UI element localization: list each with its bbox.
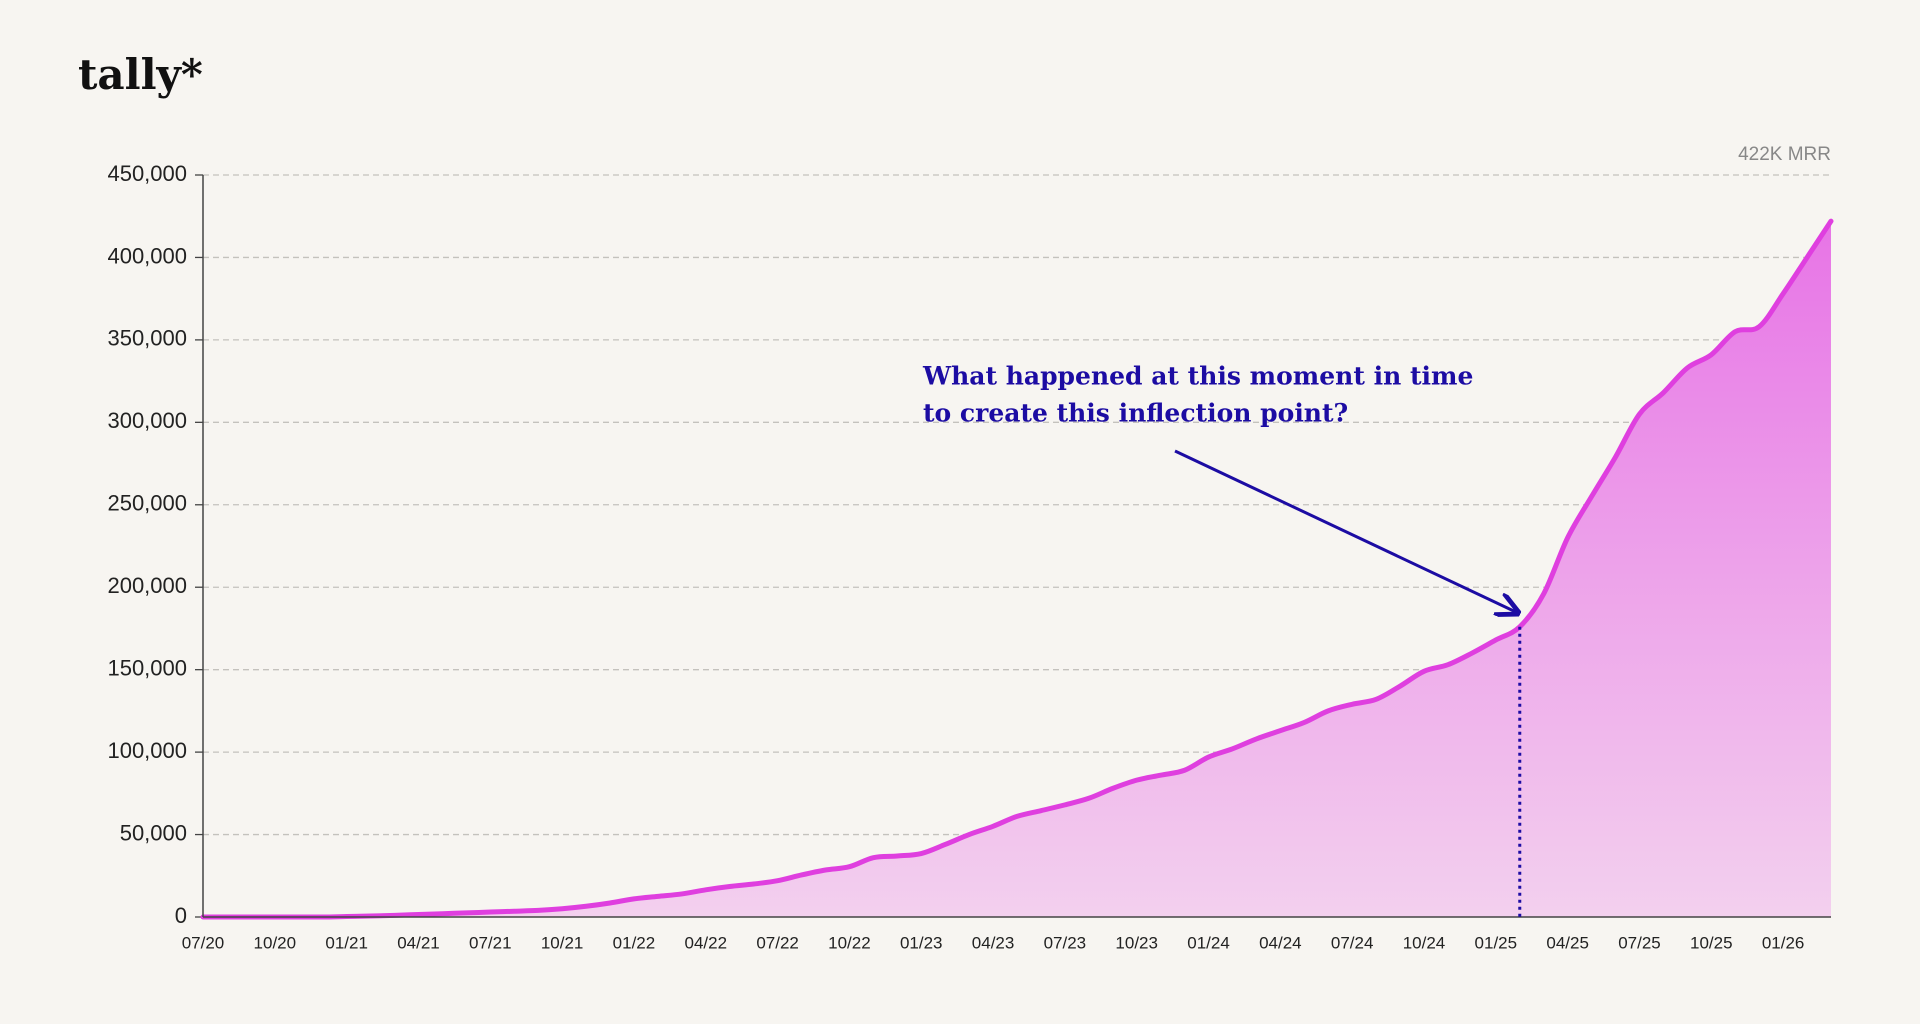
- x-tick-label: 04/24: [1259, 933, 1302, 952]
- y-tick-label: 350,000: [107, 326, 187, 351]
- y-tick-label: 0: [175, 903, 187, 928]
- x-tick-label: 10/24: [1403, 933, 1446, 952]
- annotation-arrow: [1174, 449, 1518, 613]
- x-tick-label: 04/22: [684, 933, 727, 952]
- y-tick-label: 300,000: [107, 408, 187, 433]
- x-tick-label: 07/20: [182, 933, 225, 952]
- y-tick-label: 400,000: [107, 243, 187, 268]
- y-tick-label: 450,000: [107, 161, 187, 186]
- line: [200, 218, 1834, 920]
- x-tick-label: 10/25: [1690, 933, 1733, 952]
- x-tick-label: 07/24: [1331, 933, 1374, 952]
- x-tick-label: 01/25: [1475, 933, 1518, 952]
- x-tick-label: 07/21: [469, 933, 512, 952]
- y-tick-label: 50,000: [120, 820, 187, 845]
- annotation-line: What happened at this moment in time: [922, 362, 1473, 391]
- x-tick-label: 10/22: [828, 933, 871, 952]
- x-tick-label: 07/25: [1618, 933, 1661, 952]
- x-tick-label: 01/23: [900, 933, 943, 952]
- x-tick-label: 01/26: [1762, 933, 1805, 952]
- y-tick-label: 100,000: [107, 738, 187, 763]
- x-tick-label: 01/24: [1187, 933, 1230, 952]
- brand-title: tally*: [78, 50, 203, 99]
- y-tick-label: 250,000: [107, 491, 187, 516]
- x-tick-label: 10/20: [254, 933, 297, 952]
- x-tick-label: 10/21: [541, 933, 584, 952]
- x-tick-label: 04/21: [397, 933, 440, 952]
- x-tick-label: 01/22: [613, 933, 656, 952]
- corner-label: 422K MRR: [1738, 144, 1831, 165]
- x-tick-label: 04/23: [972, 933, 1015, 952]
- x-tick-label: 01/21: [325, 933, 368, 952]
- x-tick-label: 04/25: [1546, 933, 1589, 952]
- x-tick-label: 07/23: [1044, 933, 1087, 952]
- annotation-line: to create this inflection point?: [923, 399, 1348, 428]
- area-fill: [203, 221, 1831, 918]
- x-tick-label: 10/23: [1115, 933, 1158, 952]
- y-tick-label: 150,000: [107, 655, 187, 680]
- y-tick-label: 200,000: [107, 573, 187, 598]
- x-tick-label: 07/22: [756, 933, 799, 952]
